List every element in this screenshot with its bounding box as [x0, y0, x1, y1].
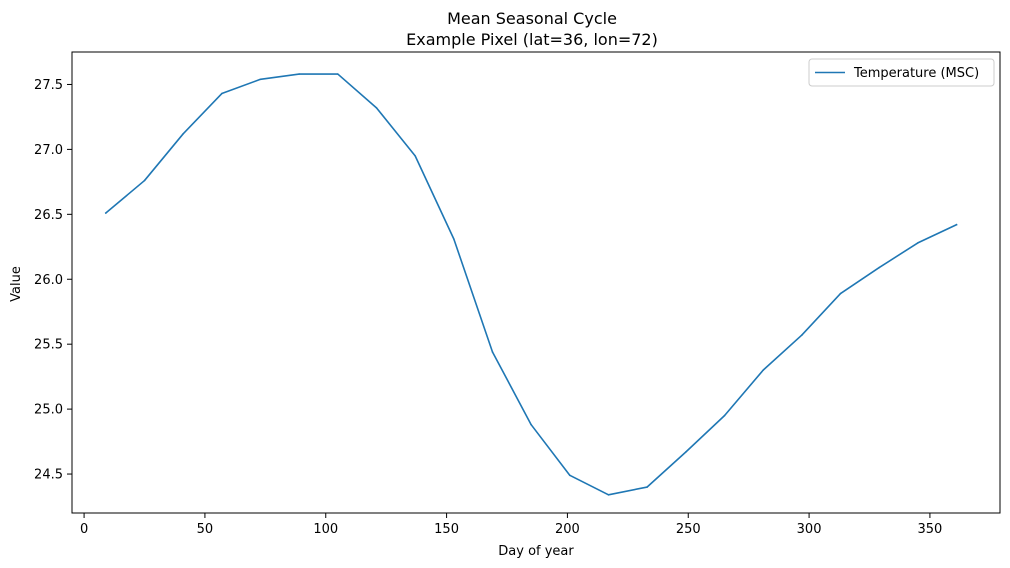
data-point — [569, 474, 571, 477]
x-tick-label: 300 — [797, 522, 822, 537]
data-point — [414, 155, 416, 157]
plot-area — [72, 52, 1000, 513]
data-point — [375, 107, 378, 109]
plot-frame — [71, 51, 1001, 514]
legend-label: Temperature (MSC) — [853, 66, 979, 81]
x-tick-label: 150 — [434, 522, 459, 537]
y-tick-label: 27.0 — [34, 143, 63, 158]
legend-box — [808, 58, 995, 87]
data-point — [607, 494, 610, 496]
data-point — [298, 73, 300, 75]
data-point — [259, 78, 262, 81]
x-axis: 0 50 100 150 200 250 300 350 — [80, 513, 942, 537]
x-tick-label: 350 — [918, 522, 943, 537]
x-axis-label: Day of year — [498, 544, 574, 559]
data-point — [878, 266, 880, 269]
y-tick-label: 26.5 — [34, 208, 63, 223]
y-tick-label: 26.0 — [34, 273, 63, 288]
data-point — [839, 292, 842, 295]
legend: Temperature (MSC) — [808, 58, 995, 87]
chart-subtitle: Example Pixel (lat=36, lon=72) — [406, 30, 658, 49]
data-point — [337, 73, 339, 75]
data-point — [143, 179, 146, 182]
x-tick-label: 0 — [80, 522, 88, 537]
x-tick-label: 200 — [555, 522, 580, 537]
y-tick-label: 24.5 — [34, 468, 63, 483]
y-tick-label: 25.5 — [34, 338, 63, 353]
data-point — [453, 238, 455, 240]
data-point — [801, 334, 803, 336]
x-tick-label: 250 — [676, 522, 701, 537]
data-point — [955, 223, 958, 226]
data-point — [105, 212, 107, 214]
data-point — [685, 451, 687, 453]
data-point — [530, 423, 532, 426]
data-point — [762, 369, 764, 371]
data-point — [491, 351, 494, 353]
y-axis-label: Value — [9, 266, 24, 302]
data-point — [221, 92, 223, 95]
x-tick-label: 50 — [197, 522, 214, 537]
data-point — [182, 133, 184, 135]
data-point — [917, 242, 919, 244]
series-layer — [104, 73, 958, 496]
y-axis: 24.5 25.0 25.5 26.0 26.5 27.0 27.5 — [34, 78, 72, 483]
chart-title: Mean Seasonal Cycle — [447, 9, 617, 28]
x-tick-label: 100 — [313, 522, 338, 537]
y-tick-label: 27.5 — [34, 78, 63, 93]
data-point — [646, 486, 648, 488]
data-point — [723, 414, 726, 417]
y-tick-label: 25.0 — [34, 403, 63, 418]
